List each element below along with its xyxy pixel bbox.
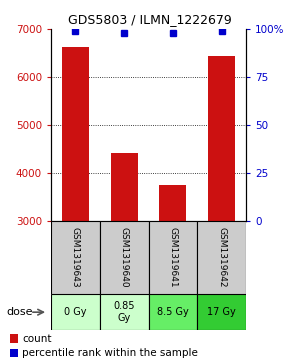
- Bar: [62, 47, 89, 221]
- Text: percentile rank within the sample: percentile rank within the sample: [22, 348, 198, 358]
- Bar: [148, 221, 197, 294]
- Bar: [197, 294, 246, 330]
- Text: 0 Gy: 0 Gy: [64, 307, 87, 317]
- Text: GDS5803 / ILMN_1222679: GDS5803 / ILMN_1222679: [68, 13, 232, 26]
- Bar: [100, 221, 148, 294]
- Bar: [160, 185, 186, 221]
- Text: GSM1319641: GSM1319641: [168, 227, 177, 288]
- Bar: [100, 294, 148, 330]
- Bar: [111, 153, 137, 221]
- Bar: [51, 221, 100, 294]
- Text: GSM1319642: GSM1319642: [217, 228, 226, 288]
- Text: dose: dose: [6, 307, 32, 317]
- Bar: [208, 56, 235, 221]
- Bar: [197, 221, 246, 294]
- Text: count: count: [22, 334, 52, 343]
- Text: 0.85
Gy: 0.85 Gy: [113, 301, 135, 323]
- Text: GSM1319640: GSM1319640: [120, 227, 129, 288]
- Bar: [10, 334, 18, 343]
- Bar: [51, 294, 100, 330]
- Bar: [148, 294, 197, 330]
- Text: 17 Gy: 17 Gy: [207, 307, 236, 317]
- Text: GSM1319643: GSM1319643: [71, 227, 80, 288]
- Text: 8.5 Gy: 8.5 Gy: [157, 307, 189, 317]
- Bar: [10, 349, 18, 357]
